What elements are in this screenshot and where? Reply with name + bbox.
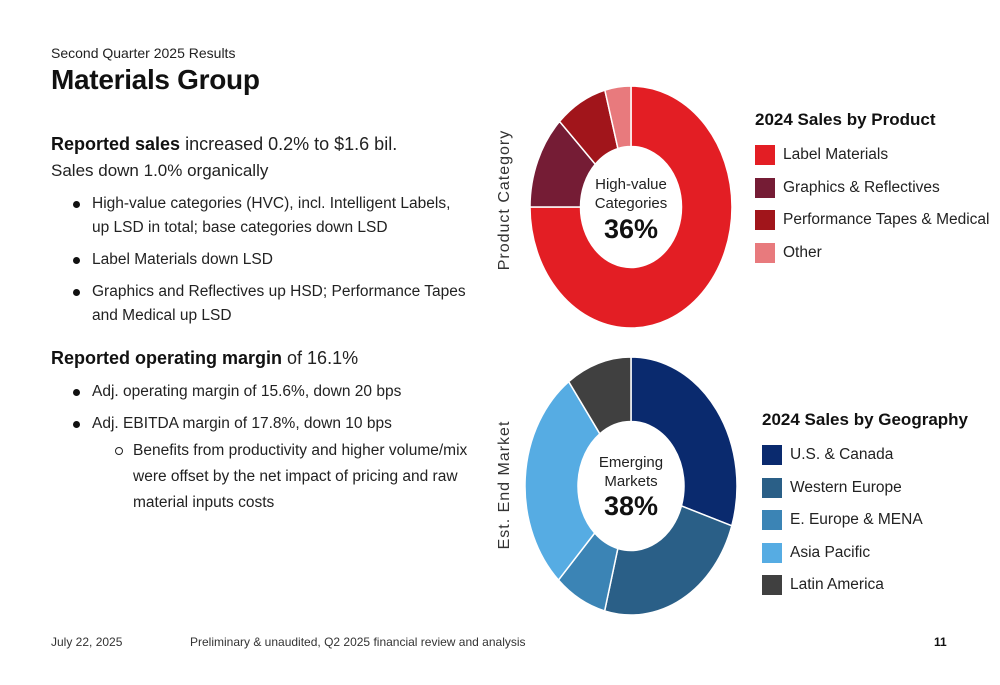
legend-item-latin-america: Latin America	[762, 569, 968, 602]
margin-bullet-list: Adj. operating margin of 15.6%, down 20 …	[51, 380, 471, 516]
margin-bullet: Adj. operating margin of 15.6%, down 20 …	[51, 380, 471, 404]
product-center-label-line2: Categories	[595, 195, 668, 212]
legend-label: Asia Pacific	[790, 543, 871, 561]
sales-bullet: Label Materials down LSD	[51, 248, 471, 272]
legend-swatch	[755, 242, 775, 263]
sales-headline-bold: Reported sales	[51, 134, 181, 154]
margin-headline: Reported operating margin of 16.1%	[51, 344, 471, 372]
legend-swatch	[755, 210, 775, 231]
product-donut-chart: High-value Categories 36%	[529, 85, 733, 329]
legend-item-label-materials: Label Materials	[755, 139, 989, 172]
end-market-side-label: Est. End Market	[496, 420, 513, 550]
legend-label: Western Europe	[790, 478, 902, 496]
legend-label: Graphics & Reflectives	[783, 178, 940, 196]
margin-sub-bullet: Benefits from productivity and higher vo…	[92, 438, 471, 516]
legend-label: Latin America	[790, 576, 884, 594]
sales-bullet: High-value categories (HVC), incl. Intel…	[51, 192, 471, 240]
margin-bullet: Adj. EBITDA margin of 17.8%, down 10 bps…	[51, 412, 471, 516]
donut-slice-us-canada	[630, 356, 738, 527]
sales-headline-rest: increased 0.2% to $1.6 bil.	[180, 134, 398, 154]
legend-item-graphics-reflectives: Graphics & Reflectives	[755, 172, 989, 205]
page-title: Materials Group	[51, 64, 260, 95]
legend-item-us-canada: U.S. & Canada	[762, 439, 968, 472]
product-category-side-label: Product Category	[496, 129, 513, 271]
donut-slice-other	[603, 85, 632, 150]
product-center-value: 36%	[604, 214, 658, 244]
legend-swatch	[762, 510, 782, 531]
legend-label: Label Materials	[783, 146, 889, 164]
legend-item-western-europe: Western Europe	[762, 472, 968, 505]
legend-item-performance-tapes-medical: Performance Tapes & Medical	[755, 204, 989, 237]
sales-headline: Reported sales increased 0.2% to $1.6 bi…	[51, 130, 471, 158]
donut-slice-latin-america	[567, 356, 632, 435]
legend-swatch	[762, 542, 782, 563]
geography-center-value: 38%	[604, 491, 658, 521]
product-center-label-line1: High-value	[595, 176, 667, 193]
legend-label: Performance Tapes & Medical	[783, 211, 990, 229]
sales-bullet-list: High-value categories (HVC), incl. Intel…	[51, 192, 471, 328]
footer-date: July 22, 2025	[51, 635, 123, 649]
margin-headline-rest: of 16.1%	[282, 348, 359, 368]
legend-item-e-europe-mena: E. Europe & MENA	[762, 504, 968, 537]
margin-headline-bold: Reported operating margin	[51, 348, 283, 368]
legend-label: U.S. & Canada	[790, 446, 894, 464]
legend-swatch	[755, 145, 775, 166]
page-number: 11	[934, 635, 947, 649]
legend-swatch	[755, 177, 775, 198]
legend-swatch	[762, 445, 782, 466]
geography-legend: 2024 Sales by Geography U.S. & Canada Wes…	[762, 410, 968, 602]
product-legend-title: 2024 Sales by Product	[755, 110, 936, 129]
donut-slice-western-europe	[603, 504, 733, 616]
legend-item-other: Other	[755, 237, 989, 270]
sales-bullet: Graphics and Reflectives up HSD; Perform…	[51, 280, 471, 328]
legend-label: Other	[783, 243, 822, 261]
geography-center-label-line2: Markets	[604, 473, 657, 490]
product-legend: 2024 Sales by Product Label Materials Gra…	[755, 110, 989, 269]
donut-slice-asia-pacific	[524, 380, 601, 582]
margin-bullet-text: Adj. EBITDA margin of 17.8%, down 10 bps	[92, 415, 392, 432]
geography-donut-chart: Emerging Markets 38%	[524, 356, 738, 616]
organic-sales-text: Sales down 1.0% organically	[51, 161, 269, 180]
donut-slice-label-materials	[529, 85, 733, 329]
legend-swatch	[762, 575, 782, 596]
margin-sub-list: Benefits from productivity and higher vo…	[92, 438, 471, 516]
legend-label: E. Europe & MENA	[790, 511, 923, 529]
footer-note: Preliminary & unaudited, Q2 2025 financi…	[190, 635, 526, 649]
geography-center-label-line1: Emerging	[599, 454, 663, 471]
summary-panel: Reported sales increased 0.2% to $1.6 bi…	[51, 130, 471, 524]
geography-legend-title: 2024 Sales by Geography	[762, 410, 968, 429]
legend-item-asia-pacific: Asia Pacific	[762, 537, 968, 570]
deck-subtitle: Second Quarter 2025 Results	[51, 45, 236, 61]
legend-swatch	[762, 477, 782, 498]
